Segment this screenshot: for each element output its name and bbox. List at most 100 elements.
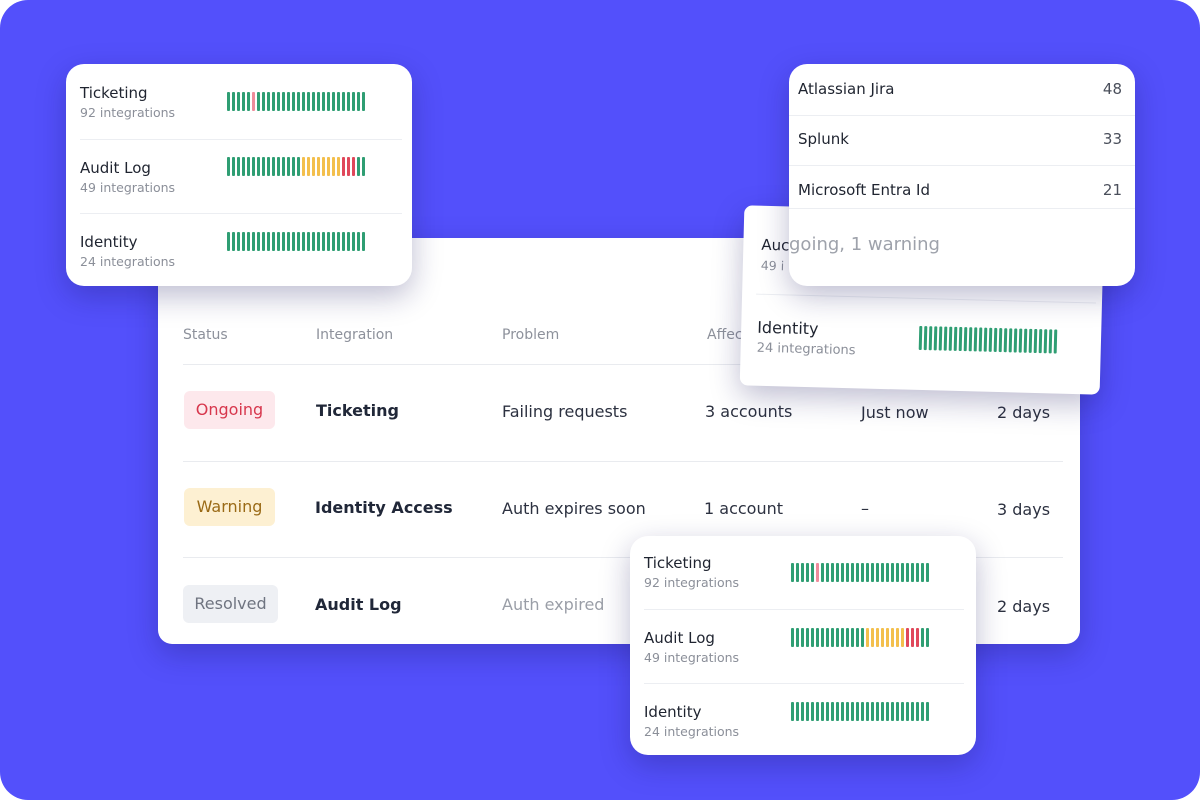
healthy-bar[interactable] — [871, 563, 874, 582]
healthy-bar[interactable] — [923, 326, 928, 351]
category-name[interactable]: Identity — [644, 703, 702, 721]
healthy-bar[interactable] — [841, 628, 844, 647]
healthy-bar[interactable] — [292, 157, 295, 176]
healthy-bar[interactable] — [891, 563, 894, 582]
warning-bar[interactable] — [307, 157, 310, 176]
healthy-bar[interactable] — [252, 232, 255, 251]
healthy-bar[interactable] — [1023, 328, 1028, 353]
healthy-bar[interactable] — [846, 563, 849, 582]
healthy-bar[interactable] — [921, 702, 924, 721]
integration-name[interactable]: Audit Log — [315, 595, 402, 614]
healthy-bar[interactable] — [347, 92, 350, 111]
healthy-bar[interactable] — [262, 157, 265, 176]
healthy-bar[interactable] — [357, 232, 360, 251]
healthy-bar[interactable] — [943, 326, 948, 351]
healthy-bar[interactable] — [1053, 329, 1058, 354]
healthy-bar[interactable] — [337, 232, 340, 251]
healthy-bar[interactable] — [237, 92, 240, 111]
healthy-bar[interactable] — [998, 328, 1003, 353]
healthy-bar[interactable] — [232, 157, 235, 176]
healthy-bar[interactable] — [876, 702, 879, 721]
healthy-bar[interactable] — [816, 628, 819, 647]
healthy-bar[interactable] — [322, 232, 325, 251]
healthy-bar[interactable] — [851, 702, 854, 721]
healthy-bar[interactable] — [1013, 328, 1018, 353]
healthy-bar[interactable] — [297, 157, 300, 176]
healthy-bar[interactable] — [307, 92, 310, 111]
healthy-bar[interactable] — [317, 92, 320, 111]
healthy-bar[interactable] — [332, 232, 335, 251]
healthy-bar[interactable] — [796, 702, 799, 721]
healthy-bar[interactable] — [948, 326, 953, 351]
healthy-bar[interactable] — [881, 702, 884, 721]
healthy-bar[interactable] — [983, 327, 988, 352]
healthy-bar[interactable] — [911, 702, 914, 721]
healthy-bar[interactable] — [282, 92, 285, 111]
healthy-bar[interactable] — [826, 702, 829, 721]
healthy-bar[interactable] — [242, 92, 245, 111]
healthy-bar[interactable] — [357, 92, 360, 111]
integration-name[interactable]: Ticketing — [316, 401, 399, 420]
healthy-bar[interactable] — [312, 232, 315, 251]
healthy-bar[interactable] — [242, 232, 245, 251]
healthy-bar[interactable] — [272, 232, 275, 251]
healthy-bar[interactable] — [963, 327, 968, 352]
healthy-bar[interactable] — [841, 702, 844, 721]
warning-bar[interactable] — [876, 628, 879, 647]
healthy-bar[interactable] — [801, 628, 804, 647]
healthy-bar[interactable] — [337, 92, 340, 111]
healthy-bar[interactable] — [831, 702, 834, 721]
healthy-bar[interactable] — [257, 92, 260, 111]
healthy-bar[interactable] — [821, 702, 824, 721]
healthy-bar[interactable] — [257, 157, 260, 176]
healthy-bar[interactable] — [277, 232, 280, 251]
healthy-bar[interactable] — [836, 628, 839, 647]
healthy-bar[interactable] — [836, 702, 839, 721]
error-bar[interactable] — [911, 628, 914, 647]
healthy-bar[interactable] — [357, 157, 360, 176]
healthy-bar[interactable] — [227, 232, 230, 251]
healthy-bar[interactable] — [811, 628, 814, 647]
healthy-bar[interactable] — [866, 702, 869, 721]
healthy-bar[interactable] — [896, 563, 899, 582]
healthy-bar[interactable] — [322, 92, 325, 111]
healthy-bar[interactable] — [806, 628, 809, 647]
warning-bar[interactable] — [337, 157, 340, 176]
healthy-bar[interactable] — [327, 232, 330, 251]
healthy-bar[interactable] — [352, 232, 355, 251]
healthy-bar[interactable] — [938, 326, 943, 351]
warning-bar[interactable] — [302, 157, 305, 176]
healthy-bar[interactable] — [881, 563, 884, 582]
integration-name[interactable]: Identity Access — [315, 498, 453, 517]
healthy-bar[interactable] — [811, 702, 814, 721]
healthy-bar[interactable] — [297, 232, 300, 251]
healthy-bar[interactable] — [836, 563, 839, 582]
healthy-bar[interactable] — [791, 702, 794, 721]
category-name[interactable]: Ticketing — [644, 554, 712, 572]
healthy-bar[interactable] — [806, 702, 809, 721]
healthy-bar[interactable] — [272, 157, 275, 176]
healthy-bar[interactable] — [302, 232, 305, 251]
healthy-bar[interactable] — [831, 563, 834, 582]
warning-bar[interactable] — [896, 628, 899, 647]
healthy-bar[interactable] — [317, 232, 320, 251]
healthy-bar[interactable] — [916, 563, 919, 582]
healthy-bar[interactable] — [811, 563, 814, 582]
healthy-bar[interactable] — [806, 563, 809, 582]
category-name[interactable]: Identity — [80, 233, 138, 251]
healthy-bar[interactable] — [232, 92, 235, 111]
healthy-bar[interactable] — [791, 628, 794, 647]
healthy-bar[interactable] — [896, 702, 899, 721]
healthy-bar[interactable] — [846, 702, 849, 721]
healthy-bar[interactable] — [1028, 328, 1033, 353]
healthy-bar[interactable] — [1043, 329, 1048, 354]
healthy-bar[interactable] — [287, 232, 290, 251]
warning-bar[interactable] — [327, 157, 330, 176]
healthy-bar[interactable] — [921, 563, 924, 582]
healthy-bar[interactable] — [911, 563, 914, 582]
healthy-bar[interactable] — [332, 92, 335, 111]
healthy-bar[interactable] — [242, 157, 245, 176]
error-bar[interactable] — [916, 628, 919, 647]
healthy-bar[interactable] — [287, 92, 290, 111]
category-name[interactable]: Audit Log — [80, 159, 151, 177]
